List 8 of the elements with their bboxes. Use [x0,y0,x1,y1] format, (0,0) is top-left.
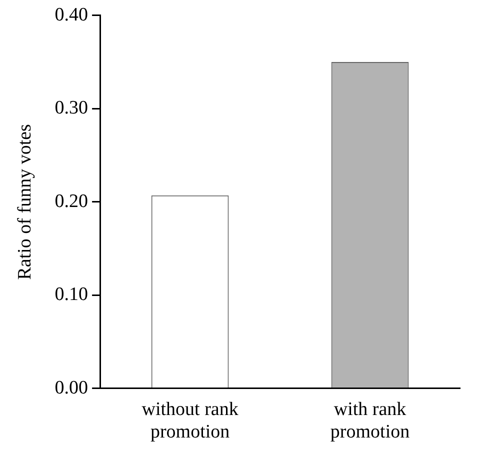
y-tick-label: 0.10 [54,284,88,306]
y-tick-label: 0.40 [54,4,88,26]
x-tick-label: without rank promotion [142,398,239,443]
x-tick-label: with rank promotion [330,398,410,443]
y-axis-title: Ratio of funny votes [14,124,36,280]
y-tick-label: 0.00 [54,377,88,398]
y-tick-label: 0.30 [54,98,88,119]
y-tick-label: 0.20 [54,190,88,212]
